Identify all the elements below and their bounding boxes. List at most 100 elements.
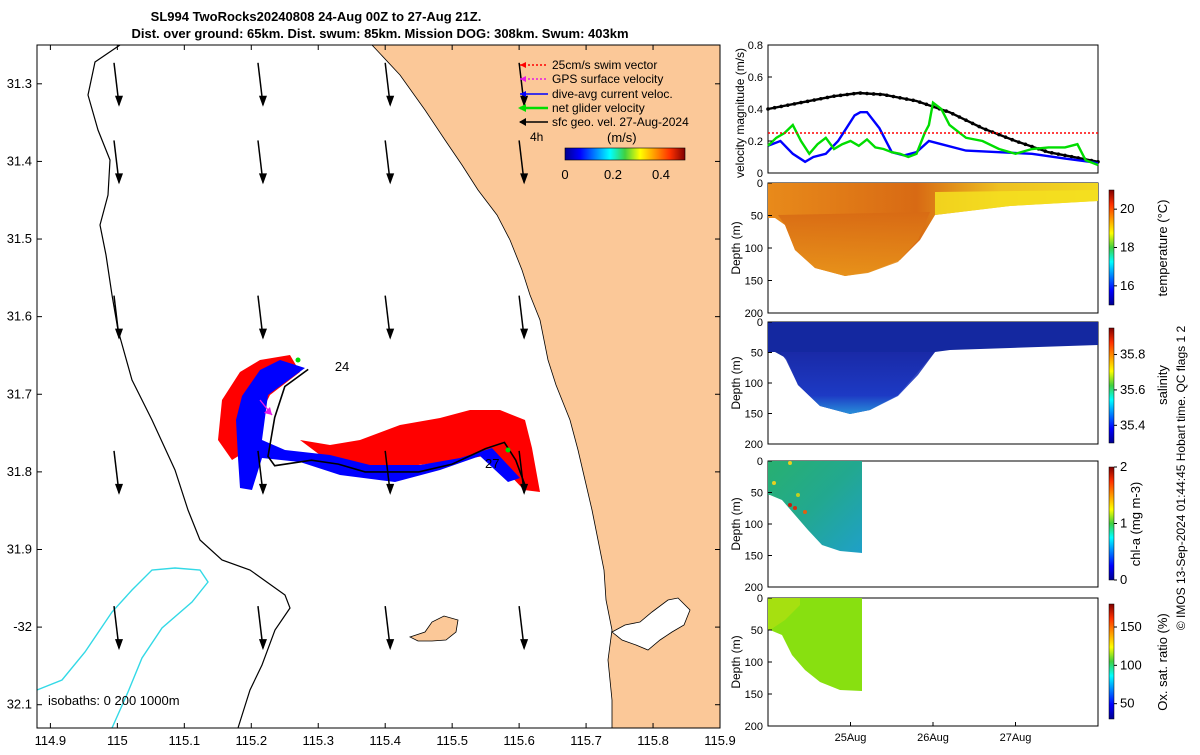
map-x-tick-label: 114.9: [35, 733, 67, 748]
map-panel: 24 27 114.9 115 115.1 115.2 115.3 115.4 115.5 1…: [7, 44, 736, 748]
track-label-start: 24: [335, 359, 349, 374]
salinity-deep-field: [780, 352, 935, 414]
velocity-geo-point: [1023, 142, 1028, 147]
velocity-geo-point: [1030, 144, 1034, 149]
oxygen-clabel: Ox. sat. ratio (%): [1155, 613, 1170, 711]
colorbar-tick-label: 1: [1120, 516, 1127, 531]
velocity-geo-point: [779, 104, 783, 109]
depth-tick-label: 0: [757, 456, 763, 468]
chlorophyll-high-point: [788, 503, 792, 507]
legend-gps-velocity-label: GPS surface velocity: [552, 72, 663, 86]
speed-colorbar-ticks: 0 0.2 0.4: [561, 167, 670, 182]
velocity-geo-point: [871, 92, 876, 96]
gps-surface-velocity-vector: [259, 399, 273, 416]
chlorophyll-y-axis: 0 50 100 150 200: [745, 456, 772, 594]
geo-velocity-arrow: [384, 606, 395, 651]
geo-velocity-arrow: [113, 62, 124, 107]
geo-velocity-arrow: [518, 140, 529, 185]
legend-swim-vector-label: 25cm/s swim vector: [552, 58, 657, 72]
geo-velocity-arrow: [384, 140, 395, 185]
velocity-geo-point: [911, 98, 915, 103]
temperature-y-axis: 0 50 100 150 200: [745, 178, 772, 320]
oxygen-colorbar-ticks: 50 100 150: [1114, 619, 1142, 711]
chlorophyll-field: [768, 461, 862, 553]
map-y-tick-label: 31.3: [7, 76, 32, 91]
glider-current-band: [236, 360, 520, 490]
map-x-tick-label: 115.8: [637, 733, 669, 748]
map-y-tick-label: 31.6: [7, 309, 32, 324]
geo-velocity-arrow: [257, 295, 267, 340]
velocity-geo-point: [918, 100, 922, 104]
colorbar-tick-label: 0: [561, 167, 568, 182]
map-y-tick-label: 31.5: [7, 231, 32, 246]
map-x-tick-label: 115.4: [369, 733, 401, 748]
depth-tick-label: 150: [745, 409, 763, 421]
depth-tick-label: 50: [751, 488, 763, 500]
geo-velocity-arrow: [518, 62, 529, 107]
glider-track: [267, 368, 527, 488]
colorbar-tick-label: 35.4: [1120, 417, 1145, 432]
velocity-y-axis: 0 0.2 0.4 0.6 0.8: [748, 40, 772, 180]
salinity-clabel: salinity: [1155, 365, 1170, 405]
speed-colorbar: [564, 147, 686, 161]
oxygen-ylabel: Depth (m): [729, 635, 743, 688]
geo-velocity-arrow: [113, 295, 124, 340]
chlorophyll-high-point: [803, 510, 807, 514]
depth-tick-label: 50: [751, 211, 763, 223]
salinity-colorbar-ticks: 35.4 35.6 35.8: [1114, 347, 1145, 432]
colorbar-tick-label: 0: [1120, 572, 1127, 587]
depth-tick-label: 0: [757, 178, 763, 190]
velocity-geo-point: [1003, 135, 1008, 139]
map-x-tick-label: 115.7: [570, 733, 602, 748]
chlorophyll-clabel: chl-a (mg m-3): [1128, 482, 1143, 567]
chlorophyll-high-point: [788, 461, 792, 465]
chlorophyll-high-point: [793, 506, 797, 510]
velocity-geo-point: [904, 97, 909, 101]
velocity-geo-point: [997, 132, 1001, 137]
velocity-y-tick-label: 0.6: [748, 72, 763, 84]
geo-velocity-arrow: [384, 450, 395, 495]
velocity-geo-point: [891, 94, 896, 99]
map-y-tick-label: -32: [13, 619, 32, 634]
velocity-geo-point: [1063, 153, 1067, 158]
colorbar-tick-label: 35.8: [1120, 347, 1145, 362]
temperature-surface-warm: [935, 190, 1098, 215]
legend-geo-velocity: sfc geo. vel. 27-Aug-2024: [519, 115, 689, 129]
velocity-geo-point: [944, 109, 948, 113]
depth-tick-label: 200: [745, 721, 763, 733]
map-y-tick-label: 31.9: [7, 541, 32, 556]
salinity-colorbar: [1108, 327, 1115, 444]
legend-current-velocity: dive-avg current veloc.: [520, 87, 673, 101]
map-x-tick-label: 115.5: [436, 733, 468, 748]
legend-current-velocity-label: dive-avg current veloc.: [552, 87, 673, 101]
oxygen-surface-field: [768, 598, 800, 630]
depth-tick-label: 200: [745, 308, 763, 320]
isobath-note: isobaths: 0 200 1000m: [48, 693, 180, 708]
temperature-colorbar: [1108, 189, 1115, 306]
velocity-geo-point: [852, 91, 856, 96]
timestamp: © IMOS 13-Sep-2024 01:44:45 Hobart time.…: [1174, 326, 1188, 631]
velocity-geo-point: [885, 93, 889, 98]
depth-tick-label: 100: [745, 378, 763, 390]
velocity-geo-point: [799, 100, 803, 105]
geo-velocity-arrow: [518, 295, 529, 340]
velocity-geo-point: [1043, 149, 1047, 153]
legend-geo-velocity-label: sfc geo. vel. 27-Aug-2024: [552, 115, 689, 129]
depth-tick-label: 200: [745, 439, 763, 451]
velocity-geo-point: [984, 127, 988, 132]
velocity-ylabel: velocity magnitude (m/s): [733, 48, 747, 178]
velocity-geo-point: [924, 102, 929, 107]
velocity-geo-point: [792, 102, 797, 106]
velocity-geo-point: [1069, 154, 1074, 159]
velocity-geo-point: [1076, 156, 1080, 160]
island: [408, 615, 459, 642]
temperature-deep-field: [778, 212, 930, 276]
title-line-1: SL994 TwoRocks20240808 24-Aug 00Z to 27-…: [151, 9, 482, 24]
velocity-geo-point: [898, 96, 902, 100]
section-x-axis: 25Aug 26Aug 27Aug: [835, 722, 1031, 744]
oxygen-colorbar: [1108, 603, 1115, 720]
map-x-tick-label: 115: [107, 733, 128, 748]
track-end-marker: [505, 447, 511, 453]
colorbar-title: (m/s): [607, 130, 637, 145]
colorbar-tick-label: 50: [1120, 696, 1134, 711]
